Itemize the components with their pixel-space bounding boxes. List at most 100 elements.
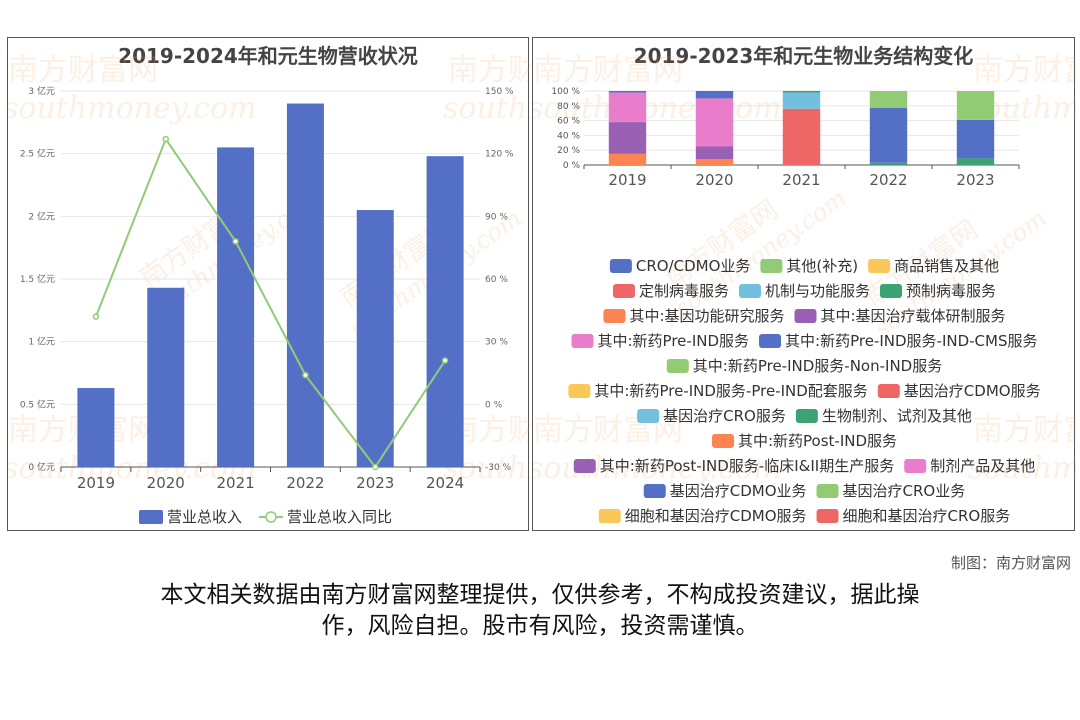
yoy-point bbox=[92, 313, 100, 320]
x-tick-label: 2022 bbox=[286, 474, 324, 492]
watermark-brand: 南方财富网 bbox=[973, 53, 1076, 88]
disclaimer-line-2: 作，风险自担。股市有风险，投资需谨慎。 bbox=[321, 613, 759, 639]
stack-segment bbox=[869, 91, 908, 109]
legend-revenue-label: 营业总收入 bbox=[167, 508, 242, 526]
legend-label: 其他(补充) bbox=[786, 257, 858, 275]
y-right-tick-label: 150 % bbox=[485, 87, 514, 97]
legend-swatch bbox=[603, 309, 626, 323]
watermark-brand: 南方财富网 bbox=[8, 53, 158, 88]
y-tick-label: 0 % bbox=[563, 161, 581, 171]
watermark-latin: southmoney.com bbox=[8, 451, 257, 486]
revenue-bar bbox=[426, 156, 464, 467]
y-right-tick-label: 30 % bbox=[485, 338, 508, 348]
legend-label: 生物制剂、试剂及其他 bbox=[822, 407, 972, 425]
legend-label: 其中:新药Pre-IND服务-IND-CMS服务 bbox=[785, 332, 1037, 350]
stack-segment bbox=[956, 119, 995, 159]
stack-segment bbox=[608, 91, 647, 93]
legend-yoy-label: 营业总收入同比 bbox=[287, 508, 392, 526]
stack-segment bbox=[608, 153, 647, 165]
legend-swatch bbox=[795, 409, 818, 423]
revenue-bar bbox=[217, 147, 255, 467]
legend-label: 基因治疗CRO业务 bbox=[843, 482, 966, 500]
legend-label: 制剂产品及其他 bbox=[930, 457, 1035, 475]
legend-yoy-marker bbox=[265, 511, 277, 523]
legend-label: 定制病毒服务 bbox=[639, 282, 729, 300]
disclaimer: 本文相关数据由南方财富网整理提供，仅供参考，不构成投资建议，据此操 作，风险自担… bbox=[90, 580, 990, 642]
y-right-tick-label: 90 % bbox=[485, 212, 508, 222]
watermark-brand: 南方财富网 bbox=[533, 413, 683, 448]
legend-swatch bbox=[759, 334, 782, 348]
legend-label: 细胞和基因治疗CDMO服务 bbox=[625, 507, 807, 525]
watermark-brand: 南方财富网 bbox=[973, 413, 1076, 448]
legend-swatch bbox=[868, 259, 891, 273]
stack-segment bbox=[782, 91, 821, 93]
legend-swatch bbox=[571, 334, 594, 348]
y-right-tick-label: 120 % bbox=[485, 150, 514, 160]
y-left-tick-label: 3 亿元 bbox=[28, 85, 55, 97]
legend-label: 其中:新药Pre-IND服务-Non-IND服务 bbox=[693, 357, 942, 375]
legend-swatch bbox=[612, 284, 635, 298]
legend-swatch bbox=[643, 484, 666, 498]
structure-chart: 南方财富网southmoney.com南方财富网southmoney.com南方… bbox=[533, 53, 1076, 525]
stack-segment bbox=[869, 162, 908, 165]
y-right-tick-label: 60 % bbox=[485, 275, 508, 285]
watermark-brand: 南方财富网 bbox=[448, 53, 530, 88]
legend-label: 其中:新药Pre-IND服务 bbox=[598, 332, 750, 350]
legend-swatch bbox=[573, 459, 596, 473]
y-right-tick-label: -30 % bbox=[485, 463, 512, 473]
y-right-tick-label: 0 % bbox=[485, 400, 503, 410]
yoy-point bbox=[302, 371, 309, 379]
stack-segment bbox=[695, 146, 734, 160]
legend-label: 其中:新药Post-IND服务 bbox=[738, 432, 897, 450]
y-left-tick-label: 2.5 亿元 bbox=[20, 148, 55, 160]
legend-label: CRO/CDMO业务 bbox=[636, 257, 751, 275]
legend-swatch bbox=[904, 459, 927, 473]
yoy-point bbox=[232, 238, 239, 245]
legend-label: 基因治疗CDMO服务 bbox=[904, 382, 1041, 400]
yoy-point bbox=[162, 135, 169, 143]
disclaimer-line-1: 本文相关数据由南方财富网整理提供，仅供参考，不构成投资建议，据此操 bbox=[160, 582, 920, 608]
x-tick-label: 2022 bbox=[869, 171, 907, 189]
grid-lines bbox=[61, 90, 480, 468]
legend-swatch bbox=[816, 509, 839, 523]
legend-swatch bbox=[598, 509, 621, 523]
legend-label: 其中:基因治疗载体研制服务 bbox=[821, 307, 1006, 325]
legend-label: 其中:新药Post-IND服务-临床I&II期生产服务 bbox=[600, 457, 894, 475]
y-left-tick-label: 2 亿元 bbox=[28, 210, 55, 222]
legend-swatch bbox=[794, 309, 817, 323]
revenue-bar bbox=[147, 287, 185, 467]
legend-label: 机制与功能服务 bbox=[765, 282, 870, 300]
revenue-chart-panel: 2019-2024年和元生物营收状况 南方财富网 southmoney.com 南方… bbox=[7, 37, 530, 531]
legend-swatch bbox=[816, 484, 839, 498]
yoy-point bbox=[372, 463, 379, 471]
revenue-chart: 南方财富网southmoney.com南方财富网southmoney.com南方… bbox=[8, 53, 530, 526]
stack-segment bbox=[608, 92, 647, 123]
y-tick-label: 20 % bbox=[557, 146, 580, 156]
legend-swatch bbox=[877, 384, 900, 398]
legend-swatch bbox=[568, 384, 591, 398]
y-tick-label: 40 % bbox=[557, 131, 580, 141]
y-left-tick-label: 0.5 亿元 bbox=[20, 398, 55, 410]
structure-chart-panel: 2019-2023年和元生物业务结构变化 南方财富网 southmoney.com… bbox=[532, 37, 1076, 531]
x-tick-label: 2021 bbox=[782, 171, 820, 189]
legend-label: 基因治疗CRO服务 bbox=[663, 407, 786, 425]
revenue-bar bbox=[356, 210, 394, 468]
x-tick-label: 2019 bbox=[77, 474, 115, 492]
legend-swatch bbox=[738, 284, 761, 298]
x-tick-label: 2020 bbox=[147, 474, 185, 492]
yoy-line bbox=[94, 136, 446, 469]
x-tick-label: 2019 bbox=[608, 171, 646, 189]
watermark-latin: southmoney.com bbox=[8, 91, 257, 126]
stack-segment bbox=[782, 108, 821, 165]
x-tick-label: 2024 bbox=[426, 474, 464, 492]
x-tick-label: 2021 bbox=[216, 474, 254, 492]
y-left-tick-label: 1.5 亿元 bbox=[20, 273, 55, 285]
stack-segment bbox=[956, 158, 995, 165]
y-tick-label: 60 % bbox=[557, 117, 580, 127]
revenue-bar bbox=[286, 103, 324, 468]
stack-segment bbox=[956, 91, 995, 120]
x-tick-label: 2020 bbox=[695, 171, 733, 189]
legend-swatch bbox=[666, 359, 689, 373]
legend-revenue-swatch bbox=[139, 510, 163, 524]
legend-label: 其中:基因功能研究服务 bbox=[629, 307, 784, 325]
